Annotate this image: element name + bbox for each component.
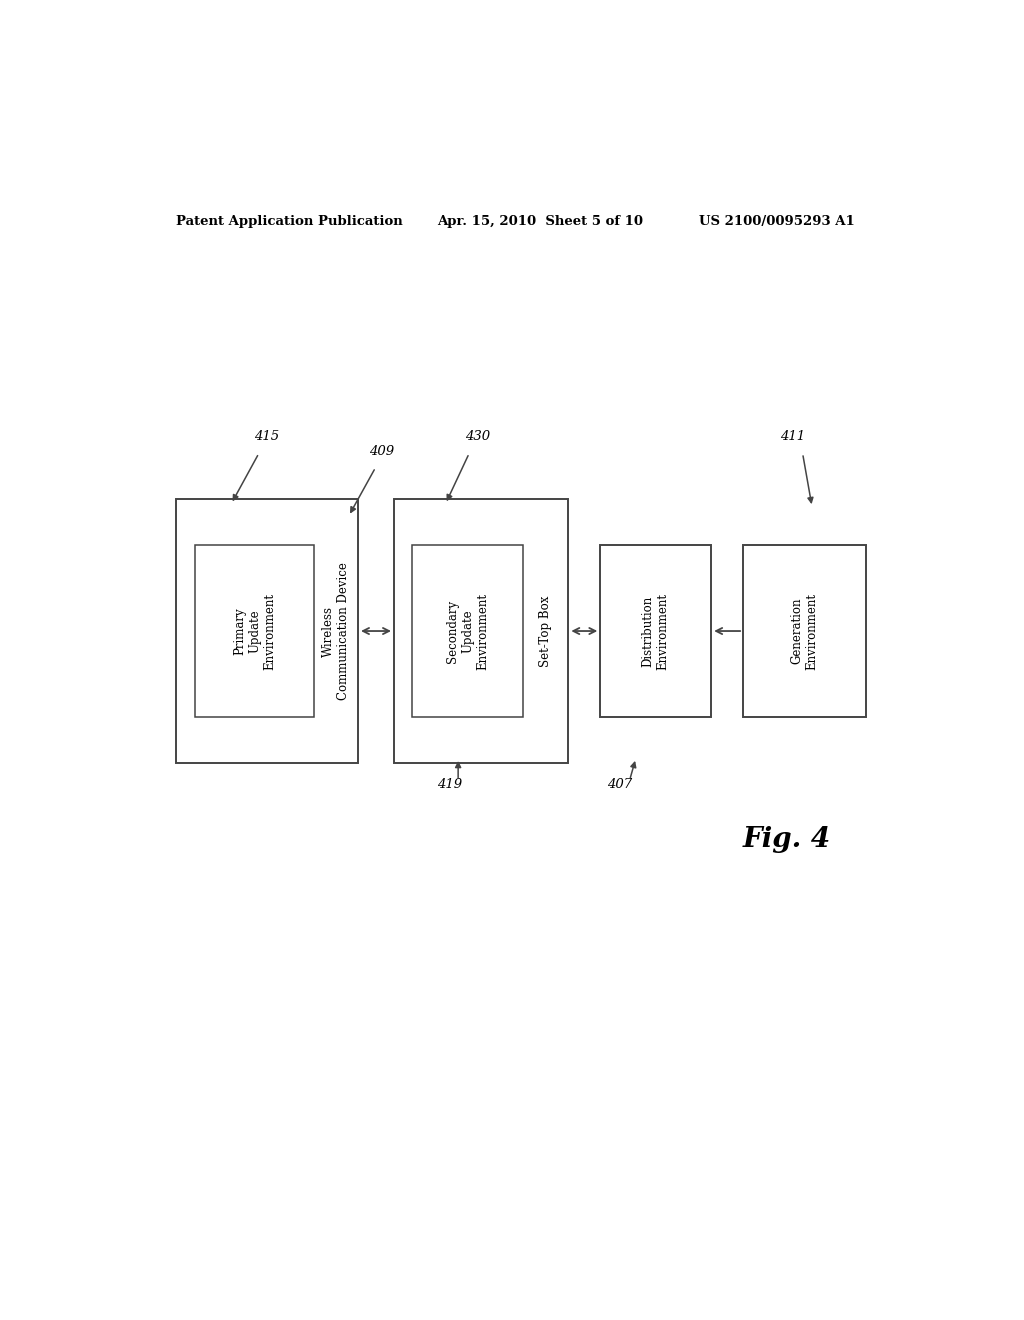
Text: Set-Top Box: Set-Top Box bbox=[540, 595, 552, 667]
Text: Apr. 15, 2010  Sheet 5 of 10: Apr. 15, 2010 Sheet 5 of 10 bbox=[437, 215, 643, 228]
Text: 407: 407 bbox=[607, 777, 633, 791]
Text: US 2100/0095293 A1: US 2100/0095293 A1 bbox=[699, 215, 855, 228]
Text: 411: 411 bbox=[780, 430, 806, 444]
Text: Patent Application Publication: Patent Application Publication bbox=[176, 215, 402, 228]
Text: Secondary
Update
Environment: Secondary Update Environment bbox=[446, 593, 489, 669]
Text: 415: 415 bbox=[254, 430, 280, 444]
Text: Primary
Update
Environment: Primary Update Environment bbox=[233, 593, 276, 669]
Bar bbox=[600, 545, 712, 718]
Bar bbox=[743, 545, 866, 718]
Text: 409: 409 bbox=[370, 445, 394, 458]
Text: Generation
Environment: Generation Environment bbox=[791, 593, 818, 669]
Text: Distribution
Environment: Distribution Environment bbox=[642, 593, 670, 669]
Text: 430: 430 bbox=[465, 430, 489, 444]
Text: 419: 419 bbox=[437, 777, 462, 791]
Text: Wireless
Communication Device: Wireless Communication Device bbox=[323, 562, 350, 700]
Bar bbox=[176, 499, 358, 763]
Bar bbox=[412, 545, 523, 718]
Bar bbox=[394, 499, 568, 763]
Text: Fig. 4: Fig. 4 bbox=[742, 826, 830, 853]
Bar bbox=[196, 545, 314, 718]
